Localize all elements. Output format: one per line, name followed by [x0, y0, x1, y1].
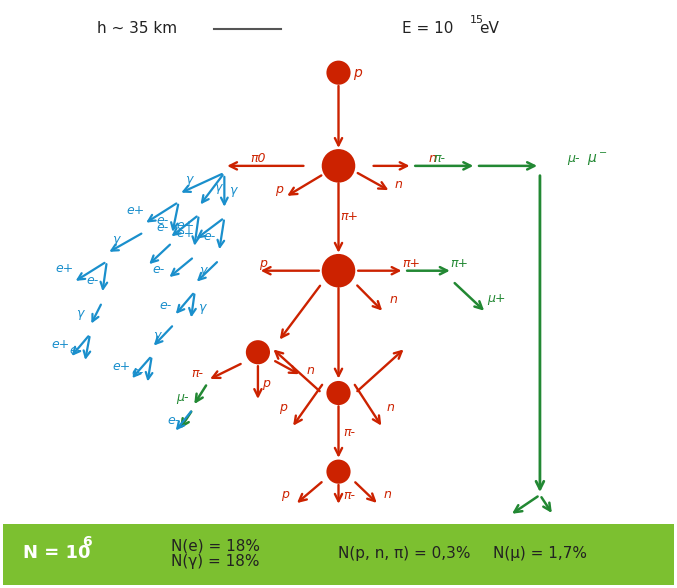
Text: e+: e+: [112, 360, 131, 373]
Text: 6: 6: [82, 534, 91, 549]
Ellipse shape: [326, 460, 351, 484]
Text: n: n: [395, 178, 403, 191]
Text: p: p: [276, 183, 284, 196]
Text: n: n: [387, 401, 395, 414]
Text: π+: π+: [402, 257, 420, 270]
Ellipse shape: [322, 254, 355, 288]
Text: e-: e-: [152, 263, 165, 276]
Text: γ: γ: [230, 184, 237, 197]
Text: N(p, n, π) = 0,3%: N(p, n, π) = 0,3%: [338, 546, 471, 562]
Text: μ-: μ-: [176, 391, 188, 404]
Ellipse shape: [246, 340, 270, 365]
Text: n: n: [390, 293, 397, 306]
Text: e-: e-: [168, 414, 180, 427]
Text: μ-: μ-: [567, 152, 580, 165]
Text: π-: π-: [343, 489, 355, 502]
Text: 15: 15: [469, 15, 483, 25]
Text: p: p: [353, 66, 362, 79]
Text: p: p: [280, 401, 287, 414]
Text: e-: e-: [156, 214, 169, 227]
Text: π0: π0: [250, 152, 265, 165]
Text: π-: π-: [192, 368, 204, 380]
Text: p: p: [262, 377, 270, 390]
Text: e-: e-: [69, 344, 81, 357]
Text: π-: π-: [433, 152, 445, 165]
Text: μ+: μ+: [487, 292, 506, 305]
Text: γ: γ: [214, 182, 221, 195]
Text: e+: e+: [56, 262, 74, 275]
Bar: [3, 524, 674, 585]
Text: π-: π-: [343, 426, 355, 439]
Text: n: n: [429, 152, 437, 165]
Text: n: n: [384, 489, 391, 502]
Text: e+: e+: [176, 219, 194, 232]
Text: π+: π+: [341, 210, 358, 223]
Text: h ~ 35 km: h ~ 35 km: [97, 22, 177, 36]
Text: e-: e-: [87, 273, 99, 286]
Text: e+: e+: [51, 338, 70, 351]
Text: N(e) = 18%: N(e) = 18%: [171, 538, 260, 553]
Text: γ: γ: [154, 329, 161, 342]
Text: $\mu^-$: $\mu^-$: [587, 152, 608, 168]
Ellipse shape: [326, 61, 351, 85]
Text: γ: γ: [112, 233, 119, 246]
Text: p: p: [281, 489, 288, 502]
Text: p: p: [259, 257, 267, 270]
Text: E = 10: E = 10: [402, 22, 454, 36]
Ellipse shape: [322, 149, 355, 183]
Text: N(μ) = 1,7%: N(μ) = 1,7%: [493, 546, 587, 562]
Text: e+: e+: [127, 203, 145, 216]
Text: γ: γ: [198, 301, 205, 314]
Text: N = 10: N = 10: [23, 544, 91, 562]
Text: γ: γ: [77, 308, 84, 320]
Ellipse shape: [326, 381, 351, 405]
Text: N(γ) = 18%: N(γ) = 18%: [171, 554, 259, 569]
Text: n: n: [307, 365, 314, 377]
Text: e-: e-: [159, 299, 171, 312]
Text: π+: π+: [450, 257, 468, 270]
Text: e+: e+: [176, 227, 194, 240]
Text: e-: e-: [131, 366, 144, 379]
Text: e-: e-: [204, 230, 216, 243]
Text: γ: γ: [199, 264, 206, 277]
Text: eV: eV: [479, 22, 500, 36]
Text: γ: γ: [185, 173, 192, 186]
Text: e-: e-: [156, 221, 169, 234]
